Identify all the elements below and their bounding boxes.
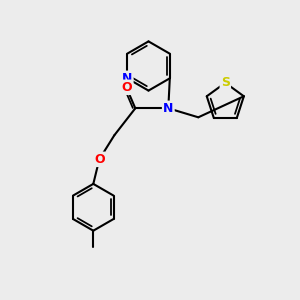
Text: S: S bbox=[221, 76, 230, 89]
Text: O: O bbox=[94, 153, 105, 166]
Text: N: N bbox=[122, 72, 132, 85]
Text: N: N bbox=[163, 102, 173, 115]
Text: O: O bbox=[121, 81, 132, 94]
